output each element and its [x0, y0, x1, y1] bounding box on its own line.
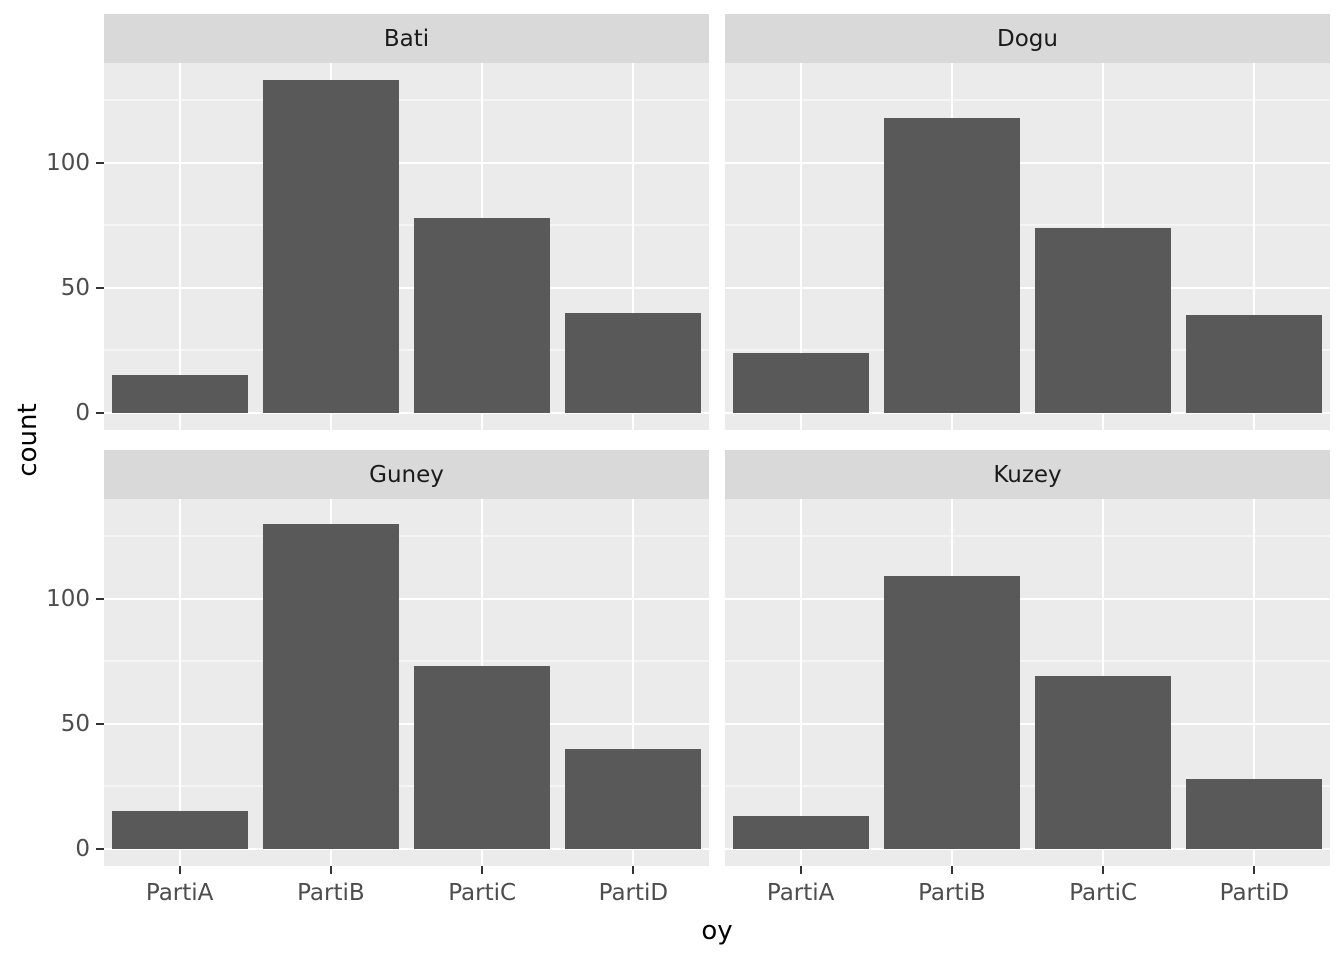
- x-tick-mark: [632, 866, 635, 874]
- x-tick-mark: [1253, 866, 1256, 874]
- minor-gridline: [725, 224, 1330, 226]
- bar-partid: [1186, 778, 1323, 849]
- minor-gridline: [104, 99, 709, 101]
- major-gridline: [104, 161, 709, 164]
- y-tick-mark: [96, 847, 104, 850]
- x-tick-label: PartiA: [766, 880, 835, 906]
- x-tick-mark: [178, 866, 181, 874]
- bar-partid: [1186, 315, 1323, 413]
- major-gridline: [104, 722, 709, 725]
- bar-partic: [1035, 227, 1172, 413]
- y-tick-mark: [96, 286, 104, 289]
- facet-panel-dogu: [725, 63, 1330, 430]
- bar-partid: [565, 748, 702, 849]
- vertical-gridline: [1253, 63, 1256, 430]
- facet-panel-guney: 0 50 100 PartiA PartiB PartiC PartiD: [46, 499, 709, 906]
- bar-partia: [732, 352, 869, 413]
- minor-gridline: [725, 349, 1330, 351]
- x-tick-label: PartiC: [1069, 880, 1138, 906]
- x-tick-label: PartiB: [297, 880, 365, 906]
- vertical-gridline: [1253, 499, 1256, 866]
- y-tick-label: 100: [46, 149, 90, 176]
- y-tick-mark: [96, 161, 104, 164]
- major-gridline: [104, 597, 709, 600]
- major-gridline: [725, 597, 1330, 600]
- bar-partia: [111, 375, 248, 413]
- major-gridline: [725, 411, 1330, 414]
- facet-strip-guney: Guney: [104, 450, 709, 499]
- facet-strip-dogu: Dogu: [725, 14, 1330, 63]
- bar-partia: [732, 816, 869, 849]
- facet-grid: Bati 0 50 100 Dogu Guney 0 50 100 PartiA Parti…: [46, 14, 1330, 906]
- minor-gridline: [104, 785, 709, 787]
- bar-partib: [262, 523, 399, 849]
- major-gridline: [725, 847, 1330, 850]
- x-tick-label: PartiD: [1219, 880, 1290, 906]
- vertical-gridline: [799, 499, 802, 866]
- minor-gridline: [104, 349, 709, 351]
- x-tick-label: PartiD: [598, 880, 669, 906]
- major-gridline: [104, 847, 709, 850]
- major-gridline: [725, 722, 1330, 725]
- facet-bati: Bati 0 50 100: [46, 14, 709, 430]
- facet-strip-bati: Bati: [104, 14, 709, 63]
- x-tick-mark: [1102, 866, 1105, 874]
- y-tick-label: 100: [46, 585, 90, 612]
- bar-partic: [414, 217, 551, 413]
- facet-dogu: Dogu: [725, 14, 1330, 430]
- y-tick-label: 50: [60, 710, 90, 737]
- x-tick-label: PartiA: [145, 880, 214, 906]
- major-gridline: [104, 411, 709, 414]
- y-tick-label: 0: [75, 399, 90, 426]
- x-axis-title: oy: [701, 916, 733, 946]
- y-tick-mark: [96, 597, 104, 600]
- minor-gridline: [104, 660, 709, 662]
- minor-gridline: [104, 224, 709, 226]
- minor-gridline: [725, 99, 1330, 101]
- facet-panel-kuzey: PartiA PartiB PartiC PartiD: [725, 499, 1330, 906]
- bar-partib: [883, 117, 1020, 413]
- minor-gridline: [725, 785, 1330, 787]
- vertical-gridline: [632, 63, 635, 430]
- bar-partid: [565, 312, 702, 413]
- y-tick-mark: [96, 722, 104, 725]
- bar-partic: [414, 666, 551, 849]
- facet-strip-label: Bati: [383, 25, 430, 52]
- facet-strip-label: Dogu: [997, 25, 1058, 52]
- facet-strip-kuzey: Kuzey: [725, 450, 1330, 499]
- x-tick-mark: [329, 866, 332, 874]
- vertical-gridline: [178, 63, 181, 430]
- vertical-gridline: [799, 63, 802, 430]
- x-tick-mark: [950, 866, 953, 874]
- bar-partib: [883, 576, 1020, 849]
- y-tick-label: 0: [75, 835, 90, 862]
- facet-strip-label: Kuzey: [993, 461, 1062, 488]
- x-tick-mark: [481, 866, 484, 874]
- minor-gridline: [104, 535, 709, 537]
- major-gridline: [104, 286, 709, 289]
- x-tick-mark: [799, 866, 802, 874]
- major-gridline: [725, 161, 1330, 164]
- x-tick-label: PartiB: [918, 880, 986, 906]
- facet-panel-bati: 0 50 100: [46, 63, 709, 430]
- y-tick-mark: [96, 411, 104, 414]
- bar-partic: [1035, 676, 1172, 849]
- facet-kuzey: Kuzey PartiA PartiB PartiC PartiD: [725, 450, 1330, 906]
- minor-gridline: [725, 660, 1330, 662]
- bar-partia: [111, 811, 248, 849]
- y-axis-title: count: [13, 403, 43, 477]
- bar-partib: [262, 80, 399, 413]
- vertical-gridline: [178, 499, 181, 866]
- facet-strip-label: Guney: [369, 461, 444, 488]
- vertical-gridline: [632, 499, 635, 866]
- y-tick-label: 50: [60, 274, 90, 301]
- facet-guney: Guney 0 50 100 PartiA PartiB PartiC PartiD: [46, 450, 709, 906]
- minor-gridline: [725, 535, 1330, 537]
- x-tick-label: PartiC: [448, 880, 517, 906]
- major-gridline: [725, 286, 1330, 289]
